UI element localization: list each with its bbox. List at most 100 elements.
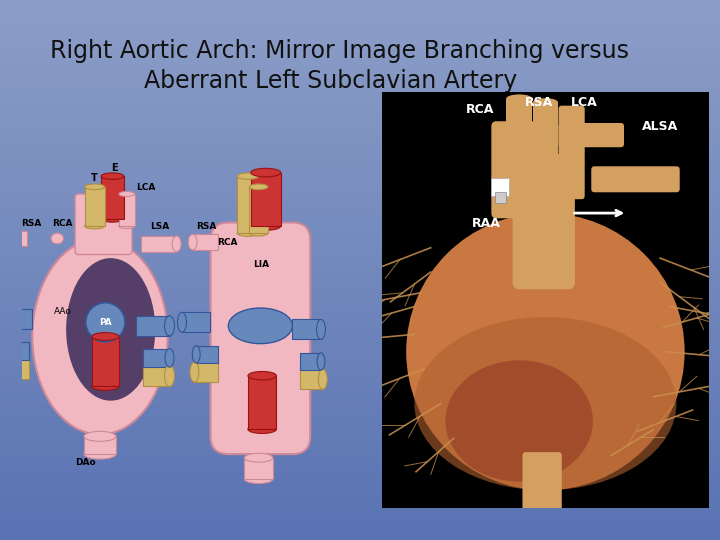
FancyBboxPatch shape	[559, 106, 585, 199]
Circle shape	[86, 302, 125, 342]
Ellipse shape	[506, 164, 532, 172]
Bar	[143, 365, 169, 387]
Text: PA: PA	[99, 318, 112, 327]
Bar	[251, 173, 281, 226]
Text: RCA: RCA	[466, 103, 494, 116]
Ellipse shape	[172, 236, 181, 252]
Text: DAo: DAo	[75, 458, 96, 467]
Ellipse shape	[249, 184, 268, 190]
Bar	[141, 236, 176, 252]
FancyBboxPatch shape	[559, 123, 624, 147]
Text: RCA: RCA	[217, 239, 238, 247]
Text: LCA: LCA	[572, 96, 598, 109]
Ellipse shape	[0, 341, 6, 360]
Text: RAA: RAA	[472, 217, 501, 230]
Ellipse shape	[446, 360, 593, 482]
Text: ALSA: ALSA	[642, 120, 678, 133]
Ellipse shape	[249, 231, 268, 236]
Ellipse shape	[84, 449, 116, 459]
Bar	[0, 309, 32, 329]
Text: AAo: AAo	[54, 307, 71, 316]
Ellipse shape	[317, 320, 325, 339]
Ellipse shape	[164, 365, 174, 387]
Ellipse shape	[317, 353, 325, 370]
Ellipse shape	[92, 333, 119, 340]
Bar	[194, 362, 217, 382]
Ellipse shape	[178, 312, 186, 332]
Text: RSA: RSA	[22, 219, 42, 228]
Text: LCA: LCA	[135, 183, 155, 192]
Ellipse shape	[237, 173, 258, 179]
Bar	[135, 316, 169, 336]
Bar	[85, 187, 104, 226]
Ellipse shape	[251, 222, 281, 231]
Ellipse shape	[85, 184, 104, 190]
Ellipse shape	[251, 168, 281, 177]
Bar	[101, 176, 124, 219]
Text: Right Aortic Arch: Mirror Image Branching versus: Right Aortic Arch: Mirror Image Branchin…	[50, 39, 629, 63]
Ellipse shape	[190, 362, 199, 382]
Ellipse shape	[66, 258, 156, 401]
Ellipse shape	[237, 230, 258, 237]
Bar	[197, 346, 217, 363]
Bar	[495, 192, 506, 202]
Ellipse shape	[244, 453, 273, 462]
Bar	[506, 99, 532, 168]
Ellipse shape	[533, 174, 558, 183]
Bar	[491, 178, 509, 195]
Ellipse shape	[318, 369, 327, 389]
Text: T: T	[91, 173, 98, 183]
Ellipse shape	[415, 317, 677, 490]
Ellipse shape	[32, 239, 168, 435]
Ellipse shape	[101, 215, 124, 222]
Text: RCA: RCA	[52, 219, 73, 228]
Ellipse shape	[228, 308, 292, 343]
Bar	[249, 187, 268, 233]
Ellipse shape	[51, 233, 63, 244]
Ellipse shape	[85, 223, 104, 229]
Bar	[143, 349, 169, 367]
Bar	[92, 336, 119, 387]
FancyBboxPatch shape	[591, 166, 680, 192]
Ellipse shape	[92, 382, 119, 390]
FancyBboxPatch shape	[75, 194, 132, 254]
Bar	[533, 102, 558, 178]
FancyBboxPatch shape	[491, 122, 541, 218]
Text: Aberrant Left Subclavian Artery: Aberrant Left Subclavian Artery	[144, 69, 517, 93]
Bar	[2, 358, 29, 379]
Ellipse shape	[192, 346, 200, 363]
Ellipse shape	[533, 98, 558, 106]
Ellipse shape	[164, 316, 174, 336]
Bar	[2, 341, 29, 360]
Ellipse shape	[244, 475, 273, 483]
Bar	[244, 458, 273, 479]
Bar	[193, 234, 217, 250]
Bar	[119, 194, 135, 226]
Bar	[292, 320, 321, 339]
Bar	[84, 436, 116, 454]
Ellipse shape	[119, 224, 135, 228]
Ellipse shape	[0, 358, 7, 379]
FancyBboxPatch shape	[523, 452, 562, 511]
Text: RSA: RSA	[525, 96, 553, 109]
Bar	[0, 231, 27, 246]
Bar	[182, 312, 210, 332]
FancyBboxPatch shape	[513, 154, 575, 289]
Ellipse shape	[506, 94, 532, 103]
Ellipse shape	[101, 173, 124, 179]
Bar	[237, 176, 258, 233]
Bar	[248, 376, 276, 429]
Ellipse shape	[84, 431, 116, 441]
Text: E: E	[111, 163, 117, 173]
Ellipse shape	[119, 192, 135, 197]
Bar	[300, 353, 321, 370]
FancyBboxPatch shape	[210, 222, 310, 454]
Ellipse shape	[406, 213, 685, 490]
Ellipse shape	[165, 349, 174, 367]
Ellipse shape	[0, 309, 4, 329]
Text: RSA: RSA	[197, 222, 217, 231]
Ellipse shape	[248, 372, 276, 380]
Text: LSA: LSA	[150, 222, 169, 231]
Ellipse shape	[188, 234, 197, 250]
Bar	[300, 369, 323, 389]
